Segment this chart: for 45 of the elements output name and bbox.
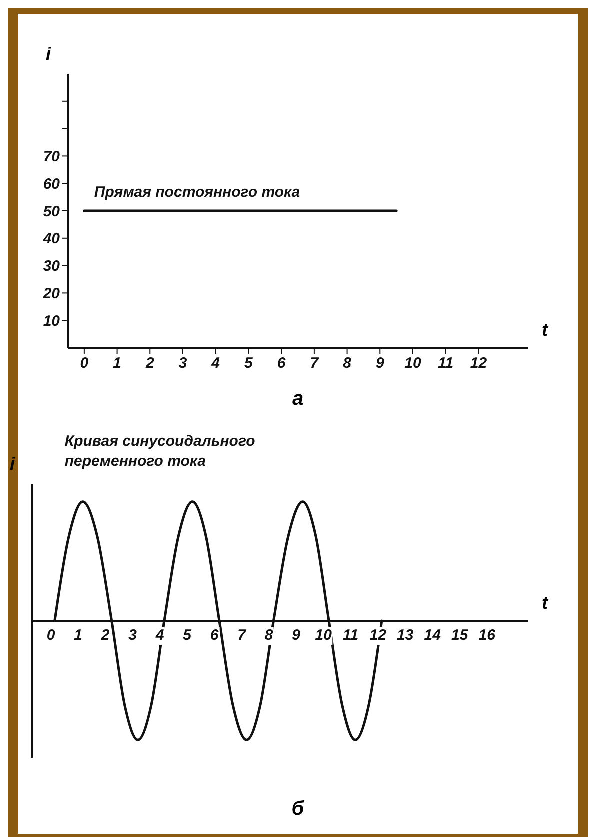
y-tick-label: 10 xyxy=(43,312,61,330)
y-tick-label: 60 xyxy=(43,176,61,193)
x-tick-label: 11 xyxy=(342,627,360,645)
x-tick-label: 5 xyxy=(244,355,254,372)
x-tick-label: 2 xyxy=(144,355,155,372)
x-tick-label: 11 xyxy=(438,355,454,372)
x-tick-label: 10 xyxy=(314,627,333,645)
x-tick-label: 3 xyxy=(178,355,188,372)
y-tick-label: 20 xyxy=(42,286,61,303)
y-tick-label: 50 xyxy=(43,203,61,220)
x-tick-label: 1 xyxy=(73,627,84,645)
x-tick-label: 6 xyxy=(277,355,286,372)
x-tick-label: 4 xyxy=(154,627,166,645)
x-tick-label: 8 xyxy=(264,627,274,645)
y-axis-title: i xyxy=(10,454,16,475)
x-tick-label: 16 xyxy=(478,627,496,645)
y-tick-label: 70 xyxy=(43,148,61,166)
x-tick-label: 8 xyxy=(343,355,352,372)
x-tick-label: 15 xyxy=(450,627,470,645)
x-tick-label: 7 xyxy=(310,355,320,372)
x-axis-title: t xyxy=(542,320,548,341)
y-tick-label: 30 xyxy=(43,258,61,276)
x-tick-label: 0 xyxy=(46,627,56,645)
x-tick-label: 9 xyxy=(376,355,385,372)
x-tick-label: 4 xyxy=(210,355,221,372)
x-tick-label: 3 xyxy=(128,627,138,645)
y-tick-label: 40 xyxy=(42,230,61,248)
x-tick-label: 14 xyxy=(423,627,442,645)
x-tick-label: 9 xyxy=(291,627,302,645)
x-tick-label: 2 xyxy=(100,627,111,645)
x-tick-label: 5 xyxy=(182,627,192,645)
text: а xyxy=(291,388,305,411)
x-tick-label: 10 xyxy=(404,355,422,372)
x-tick-label: 1 xyxy=(113,355,122,372)
x-tick-label: 12 xyxy=(470,355,488,372)
text: Кривая синусоидального переменного тока xyxy=(64,432,256,472)
x-tick-label: 13 xyxy=(396,627,415,645)
x-tick-label: 12 xyxy=(368,627,388,645)
x-axis-title: t xyxy=(542,593,548,614)
x-tick-label: 6 xyxy=(209,627,220,645)
y-axis-title: i xyxy=(46,44,52,65)
legend-label: Прямая постоянного тока xyxy=(94,183,302,203)
x-tick-label: 7 xyxy=(236,627,248,645)
x-tick-label: 0 xyxy=(80,355,90,372)
text: б xyxy=(290,798,306,821)
